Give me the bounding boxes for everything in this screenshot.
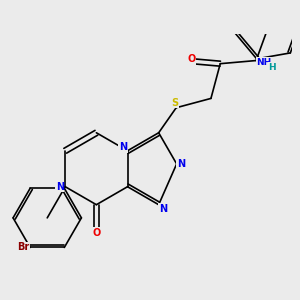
Text: N: N (56, 182, 64, 192)
Text: NH: NH (256, 58, 272, 67)
Text: O: O (92, 228, 100, 238)
Text: N: N (159, 204, 167, 214)
Text: S: S (172, 98, 179, 108)
Text: Br: Br (17, 242, 30, 253)
Text: N: N (119, 142, 127, 152)
Text: H: H (268, 62, 276, 71)
Text: N: N (177, 159, 185, 169)
Text: O: O (187, 54, 195, 64)
